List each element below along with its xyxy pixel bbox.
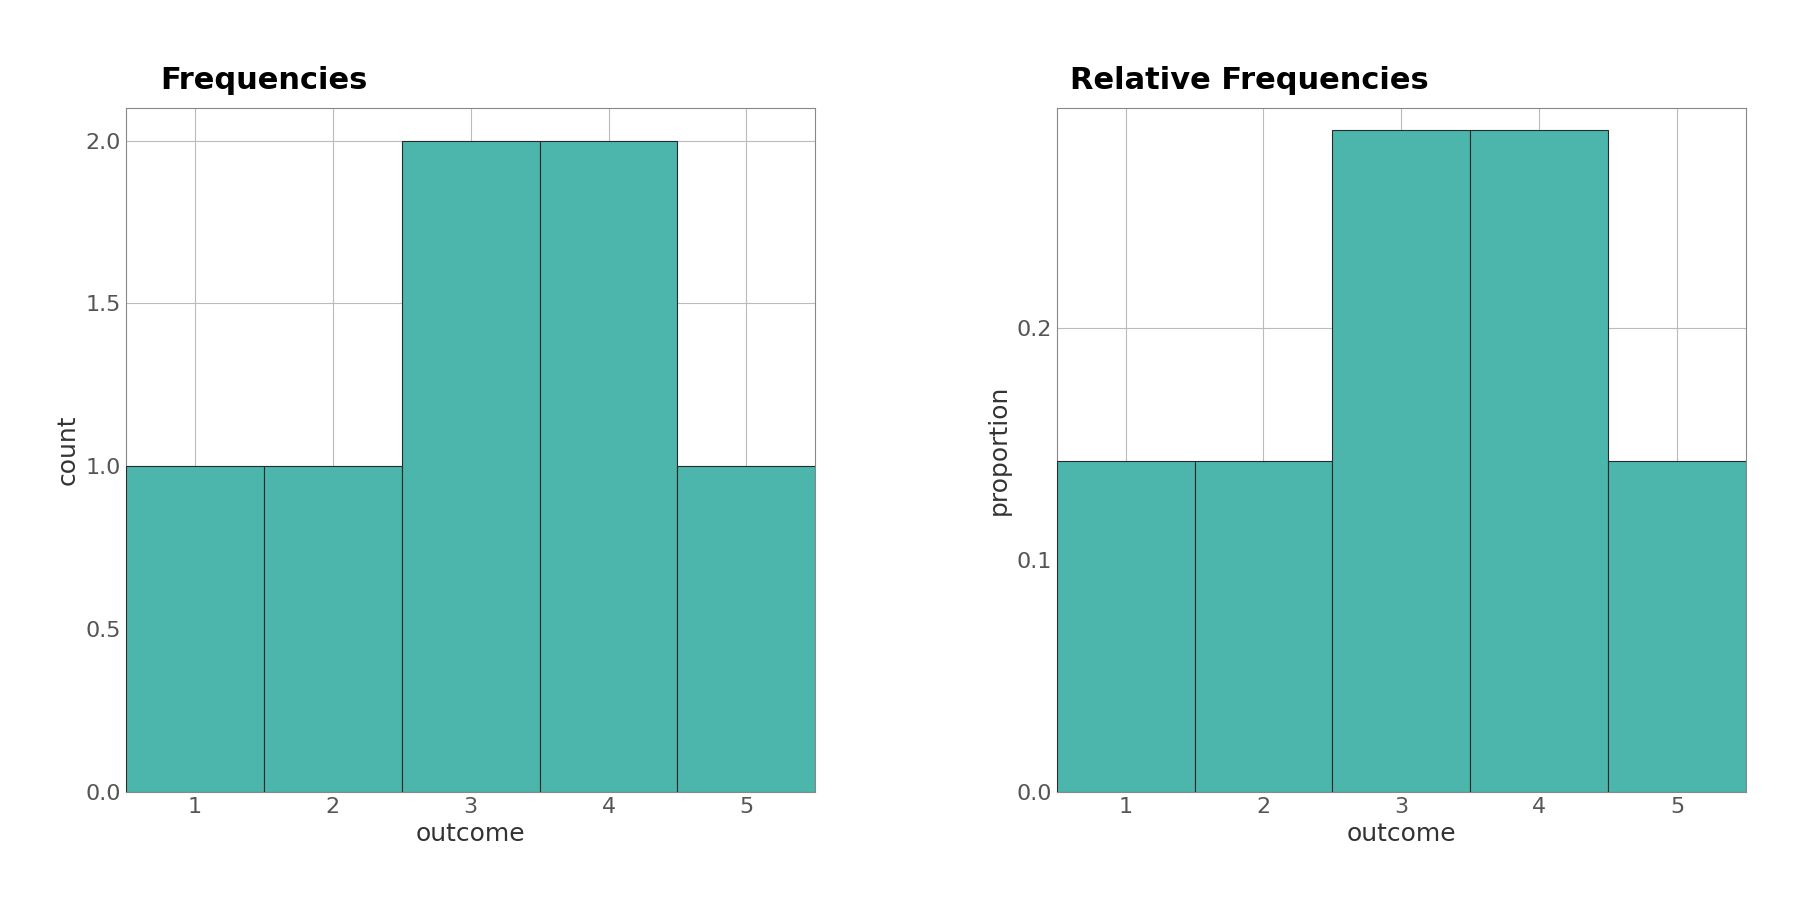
Text: Relative Frequencies: Relative Frequencies	[1071, 66, 1429, 94]
Bar	[1332, 130, 1471, 792]
Y-axis label: count: count	[56, 415, 79, 485]
Bar	[1057, 461, 1195, 792]
Bar	[126, 466, 265, 792]
Bar	[1607, 461, 1746, 792]
Bar	[677, 466, 815, 792]
X-axis label: outcome: outcome	[1346, 823, 1456, 846]
Bar	[540, 140, 677, 792]
Bar	[1471, 130, 1607, 792]
Bar	[1195, 461, 1332, 792]
Y-axis label: proportion: proportion	[986, 385, 1012, 515]
Bar	[265, 466, 401, 792]
Text: Frequencies: Frequencies	[160, 66, 367, 94]
Bar	[401, 140, 540, 792]
X-axis label: outcome: outcome	[416, 823, 526, 846]
